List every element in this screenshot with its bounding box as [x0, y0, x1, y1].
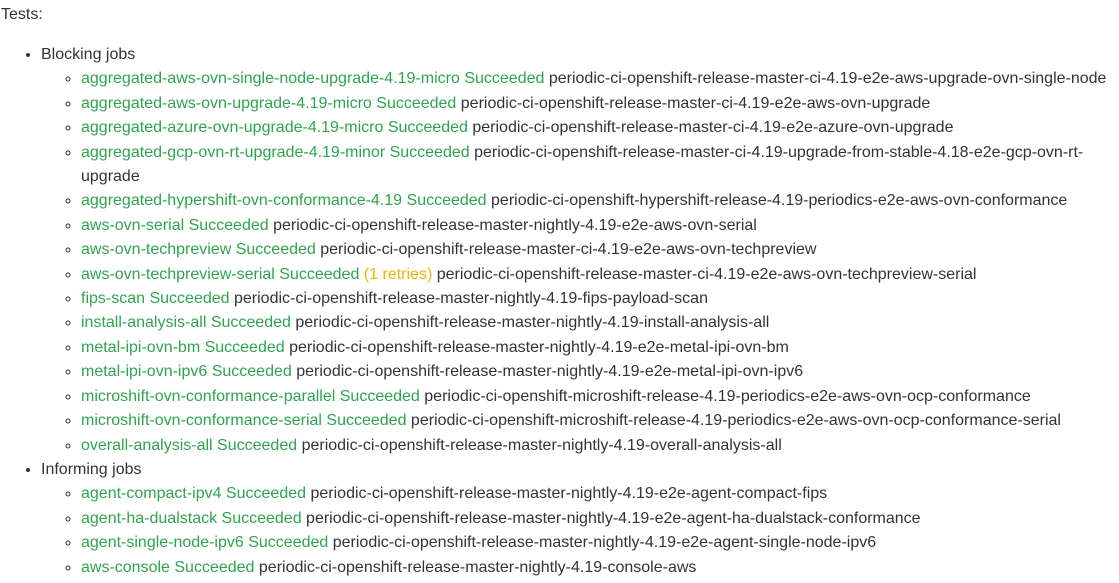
job-name: periodic-ci-openshift-release-master-ci-…	[436, 265, 977, 283]
job-status-link[interactable]: microshift-ovn-conformance-parallel Succ…	[81, 387, 420, 405]
job-name: periodic-ci-openshift-release-master-nig…	[310, 485, 828, 503]
job-list-item: aws-ovn-techpreview Succeeded periodic-c…	[81, 238, 1119, 262]
job-list-item: aggregated-azure-ovn-upgrade-4.19-micro …	[81, 116, 1119, 140]
job-status-link[interactable]: aws-console Succeeded	[81, 558, 255, 576]
job-list-item: aws-ovn-techpreview-serial Succeeded (1 …	[81, 263, 1119, 287]
job-list-item: aggregated-aws-ovn-single-node-upgrade-4…	[81, 67, 1119, 91]
job-name: periodic-ci-openshift-release-master-nig…	[273, 216, 757, 234]
job-list-item: aws-console Succeeded periodic-ci-opensh…	[81, 556, 1119, 580]
job-status-link[interactable]: overall-analysis-all Succeeded	[81, 436, 298, 454]
job-list-item: aggregated-gcp-ovn-rt-upgrade-4.19-minor…	[81, 141, 1119, 190]
job-name: periodic-ci-openshift-release-master-nig…	[258, 558, 697, 576]
job-group: Informing jobs agent-compact-ipv4 Succeed…	[41, 458, 1119, 580]
job-name: periodic-ci-openshift-hypershift-release…	[491, 192, 1068, 210]
job-status-link[interactable]: fips-scan Succeeded	[81, 290, 230, 308]
job-status-link[interactable]: microshift-ovn-conformance-serial Succee…	[81, 412, 407, 430]
job-status-link[interactable]: metal-ipi-ovn-ipv6 Succeeded	[81, 363, 292, 381]
job-status-link[interactable]: aws-ovn-serial Succeeded	[81, 216, 269, 234]
job-status-link[interactable]: agent-single-node-ipv6 Succeeded	[81, 534, 329, 552]
job-list-item: agent-single-node-ipv6 Succeeded periodi…	[81, 531, 1119, 555]
job-status-link[interactable]: metal-ipi-ovn-bm Succeeded	[81, 338, 285, 356]
job-list: aggregated-aws-ovn-single-node-upgrade-4…	[41, 67, 1119, 458]
job-status-link[interactable]: aggregated-aws-ovn-single-node-upgrade-4…	[81, 70, 545, 88]
job-group-label: Blocking jobs	[41, 46, 136, 63]
job-list-item: agent-compact-ipv4 Succeeded periodic-ci…	[81, 482, 1119, 506]
job-name: periodic-ci-openshift-release-master-ci-…	[548, 70, 1107, 88]
job-groups-list: Blocking jobs aggregated-aws-ovn-single-n…	[1, 43, 1119, 580]
job-name: periodic-ci-openshift-release-master-nig…	[332, 534, 877, 552]
job-name: periodic-ci-openshift-microshift-release…	[424, 387, 1031, 405]
job-list-item: install-analysis-all Succeeded periodic-…	[81, 311, 1119, 335]
job-group-label: Informing jobs	[41, 460, 142, 478]
job-status-link[interactable]: aggregated-aws-ovn-upgrade-4.19-micro Su…	[81, 94, 457, 112]
job-name: periodic-ci-openshift-release-master-ci-…	[81, 143, 1084, 186]
job-name: periodic-ci-openshift-release-master-nig…	[296, 363, 804, 381]
job-status-link[interactable]: agent-ha-dualstack Succeeded	[81, 509, 302, 527]
job-name: periodic-ci-openshift-release-master-nig…	[301, 436, 782, 454]
job-name: periodic-ci-openshift-release-master-nig…	[295, 314, 770, 332]
job-retries-badge: (1 retries)	[363, 265, 433, 283]
job-status-link[interactable]: agent-compact-ipv4 Succeeded	[81, 485, 307, 503]
job-list-item: overall-analysis-all Succeeded periodic-…	[81, 434, 1119, 458]
job-status-link[interactable]: aggregated-gcp-ovn-rt-upgrade-4.19-minor…	[81, 143, 470, 161]
job-list-item: aws-ovn-serial Succeeded periodic-ci-ope…	[81, 214, 1119, 238]
job-name: periodic-ci-openshift-release-master-nig…	[306, 509, 921, 527]
job-list-item: metal-ipi-ovn-ipv6 Succeeded periodic-ci…	[81, 360, 1119, 384]
job-name: periodic-ci-openshift-release-master-ci-…	[320, 241, 817, 259]
job-name: periodic-ci-openshift-release-master-nig…	[289, 338, 789, 356]
job-list: agent-compact-ipv4 Succeeded periodic-ci…	[41, 482, 1119, 580]
job-list-item: microshift-ovn-conformance-parallel Succ…	[81, 385, 1119, 409]
job-name: periodic-ci-openshift-release-master-ci-…	[460, 94, 931, 112]
tests-heading: Tests:	[1, 6, 43, 23]
job-name: periodic-ci-openshift-release-master-ci-…	[472, 119, 954, 137]
job-status-link[interactable]: aggregated-hypershift-ovn-conformance-4.…	[81, 192, 487, 210]
job-status-link[interactable]: install-analysis-all Succeeded	[81, 314, 291, 332]
job-list-item: microshift-ovn-conformance-serial Succee…	[81, 409, 1119, 433]
job-status-link[interactable]: aws-ovn-techpreview Succeeded	[81, 241, 316, 259]
job-status-link[interactable]: aggregated-azure-ovn-upgrade-4.19-micro …	[81, 119, 468, 137]
job-name: periodic-ci-openshift-microshift-release…	[410, 412, 1061, 430]
job-list-item: agent-ha-dualstack Succeeded periodic-ci…	[81, 507, 1119, 531]
job-list-item: aggregated-aws-ovn-upgrade-4.19-micro Su…	[81, 92, 1119, 116]
job-list-item: fips-scan Succeeded periodic-ci-openshif…	[81, 287, 1119, 311]
job-group: Blocking jobs aggregated-aws-ovn-single-n…	[41, 43, 1119, 458]
job-name: periodic-ci-openshift-release-master-nig…	[233, 290, 708, 308]
job-status-link[interactable]: aws-ovn-techpreview-serial Succeeded	[81, 265, 360, 283]
job-list-item: aggregated-hypershift-ovn-conformance-4.…	[81, 189, 1119, 213]
job-list-item: metal-ipi-ovn-bm Succeeded periodic-ci-o…	[81, 336, 1119, 360]
